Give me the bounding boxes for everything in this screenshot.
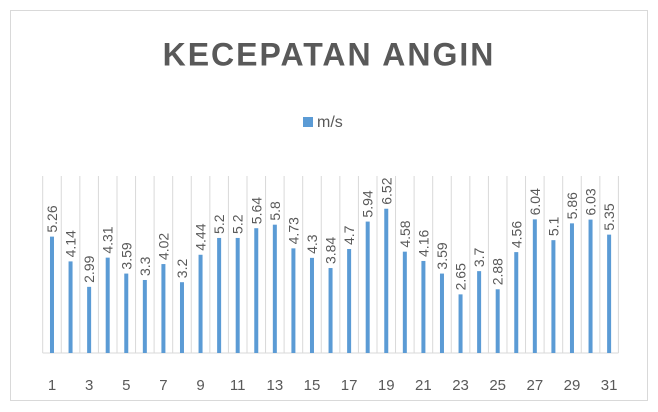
bar bbox=[365, 221, 370, 353]
bar bbox=[68, 261, 73, 353]
data-label: 3.2 bbox=[174, 259, 190, 279]
data-label: 3.3 bbox=[137, 256, 153, 276]
x-tick-label: 5 bbox=[122, 377, 130, 394]
data-label: 4.31 bbox=[100, 226, 116, 253]
bar bbox=[347, 249, 352, 353]
data-label: 3.84 bbox=[323, 237, 339, 264]
data-label: 5.8 bbox=[267, 201, 283, 221]
data-label: 6.04 bbox=[527, 188, 543, 215]
bar bbox=[217, 237, 222, 353]
x-tick-label: 31 bbox=[601, 377, 618, 394]
data-label: 4.02 bbox=[155, 233, 171, 260]
x-tick-label: 27 bbox=[526, 377, 543, 394]
bar bbox=[514, 252, 519, 353]
bar bbox=[458, 294, 463, 353]
data-label: 5.26 bbox=[44, 205, 60, 232]
bar bbox=[49, 236, 54, 353]
bar bbox=[421, 260, 426, 353]
bar bbox=[142, 279, 147, 353]
bar bbox=[328, 268, 333, 353]
data-label: 4.14 bbox=[63, 230, 79, 257]
bar bbox=[477, 271, 482, 353]
x-tick-label: 13 bbox=[266, 377, 283, 394]
bar bbox=[161, 264, 166, 353]
bar bbox=[235, 237, 240, 353]
bar bbox=[87, 286, 92, 353]
data-label: 4.44 bbox=[193, 223, 209, 250]
bar bbox=[402, 251, 407, 353]
data-label: 5.35 bbox=[601, 203, 617, 230]
data-label: 4.58 bbox=[397, 220, 413, 247]
data-label: 5.2 bbox=[230, 214, 246, 234]
data-label: 4.56 bbox=[508, 221, 524, 248]
bar bbox=[569, 223, 574, 353]
data-label: 4.16 bbox=[415, 229, 431, 256]
x-tick-label: 21 bbox=[415, 377, 432, 394]
data-label: 5.94 bbox=[360, 190, 376, 217]
legend-swatch bbox=[303, 117, 313, 127]
legend-label: m/s bbox=[317, 114, 343, 131]
bar bbox=[124, 273, 129, 353]
bar bbox=[384, 208, 389, 353]
data-label: 4.7 bbox=[341, 225, 357, 245]
data-label: 2.88 bbox=[490, 258, 506, 285]
data-label: 3.59 bbox=[434, 242, 450, 269]
x-tick-label: 15 bbox=[304, 377, 321, 394]
bar bbox=[607, 234, 612, 353]
x-tick-label: 9 bbox=[196, 377, 204, 394]
chart-title: KECEPATAN ANGIN bbox=[163, 36, 496, 72]
bar bbox=[588, 219, 593, 353]
x-tick-label: 7 bbox=[159, 377, 167, 394]
bar bbox=[291, 248, 296, 353]
x-tick-label: 23 bbox=[452, 377, 469, 394]
bar bbox=[105, 257, 110, 353]
bar bbox=[272, 224, 277, 353]
x-tick-label: 25 bbox=[489, 377, 506, 394]
x-tick-label: 17 bbox=[341, 377, 358, 394]
bar bbox=[309, 257, 314, 353]
data-label: 5.86 bbox=[564, 192, 580, 219]
bar bbox=[551, 240, 556, 353]
bar bbox=[179, 282, 184, 353]
data-label: 5.64 bbox=[248, 197, 264, 224]
bar bbox=[495, 289, 500, 353]
data-label: 5.1 bbox=[545, 216, 561, 236]
bar bbox=[198, 254, 203, 353]
x-tick-label: 3 bbox=[85, 377, 93, 394]
data-label: 6.03 bbox=[583, 188, 599, 215]
x-tick-label: 19 bbox=[378, 377, 395, 394]
x-tick-label: 11 bbox=[230, 377, 246, 394]
data-label: 3.59 bbox=[118, 242, 134, 269]
x-tick-label: 29 bbox=[564, 377, 581, 394]
data-label: 3.7 bbox=[471, 247, 487, 267]
x-tick-label: 1 bbox=[48, 377, 56, 394]
bar bbox=[439, 273, 444, 353]
data-label: 6.52 bbox=[378, 177, 394, 204]
data-label: 2.99 bbox=[81, 255, 97, 282]
bar bbox=[532, 219, 537, 353]
data-label: 4.3 bbox=[304, 234, 320, 254]
bar bbox=[254, 228, 259, 353]
data-label: 4.73 bbox=[285, 217, 301, 244]
data-label: 5.2 bbox=[211, 214, 227, 234]
data-label: 2.65 bbox=[453, 263, 469, 290]
